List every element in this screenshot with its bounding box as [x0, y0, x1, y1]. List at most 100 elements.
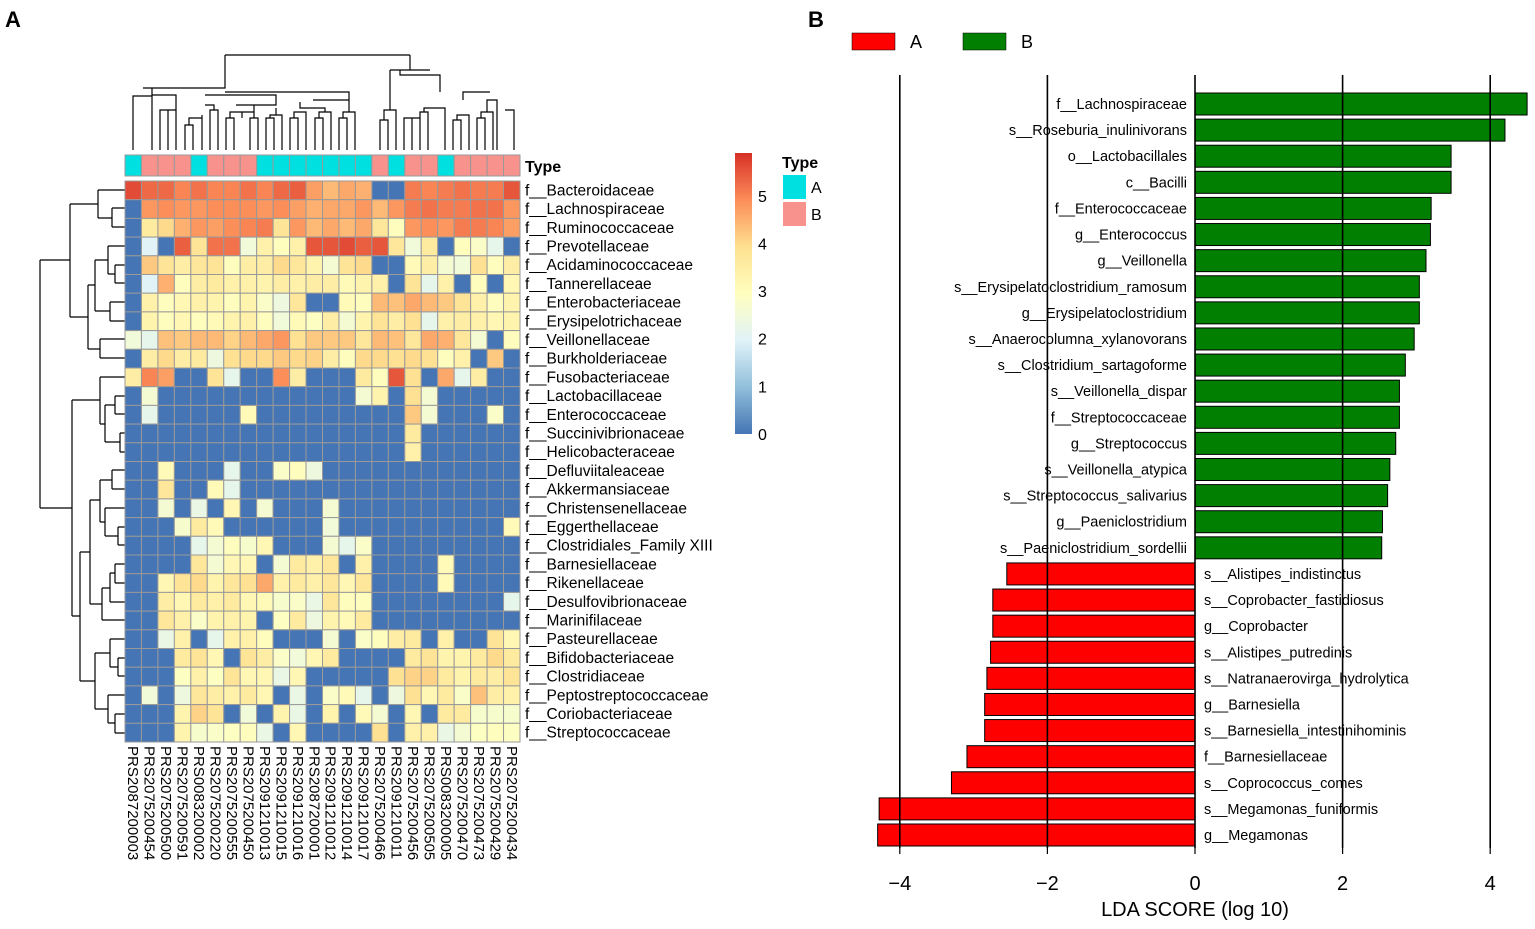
heatmap-cell	[289, 442, 307, 462]
heatmap-cell	[305, 180, 323, 201]
heatmap-cell	[437, 199, 455, 219]
heatmap-cell	[272, 199, 291, 219]
sample-label: PRS2075200429	[486, 746, 503, 860]
heatmap-cell	[338, 461, 356, 481]
heatmap-cell	[322, 255, 340, 276]
heatmap-cell	[453, 498, 472, 519]
lda-bar-label: s__Coprococcus_comes	[1204, 776, 1363, 792]
heatmap-cell	[289, 666, 307, 687]
heatmap-cell	[470, 199, 488, 219]
heatmap-cell	[453, 629, 472, 649]
heatmap-cell	[371, 573, 389, 593]
heatmap-cell	[173, 348, 192, 369]
lda-bar	[878, 797, 1196, 821]
sample-label: PRS2075200450	[239, 746, 256, 860]
heatmap-cell	[387, 629, 406, 649]
heatmap-cell	[190, 517, 208, 537]
heatmap-cell	[371, 479, 389, 500]
heatmap-cell	[437, 722, 455, 743]
colorbar-tick-label: 4	[758, 236, 767, 253]
heatmap-cell	[173, 292, 192, 313]
heatmap-cell	[486, 423, 505, 444]
heatmap-cell	[404, 554, 422, 575]
type-annotation-cell	[239, 154, 258, 177]
taxon-label: f__Eggerthellaceae	[525, 519, 659, 536]
heatmap-cell	[256, 479, 274, 500]
heatmap-cell	[206, 404, 225, 425]
heatmap-cell	[140, 498, 159, 519]
type-annotation-cell	[387, 154, 406, 177]
heatmap-cell	[486, 404, 505, 425]
heatmap-cell	[453, 573, 472, 593]
heatmap-cell	[371, 274, 389, 294]
heatmap-cell	[420, 461, 439, 481]
heatmap-cell	[322, 423, 340, 444]
heatmap-cell	[338, 217, 356, 238]
heatmap-cell	[173, 517, 192, 537]
heatmap-cell	[140, 199, 159, 219]
heatmap-cell	[437, 404, 455, 425]
heatmap-cell	[305, 498, 323, 519]
heatmap-cell	[437, 236, 455, 257]
heatmap-cell	[453, 367, 472, 388]
heatmap-cell	[354, 180, 373, 201]
heatmap-cell	[305, 199, 323, 219]
sample-label: PRS2091210012	[322, 746, 339, 860]
heatmap-cell	[190, 292, 208, 313]
heatmap-cell	[289, 199, 307, 219]
heatmap-cell	[387, 479, 406, 500]
heatmap-cell	[404, 498, 422, 519]
heatmap-cell	[453, 685, 472, 706]
heatmap-cell	[223, 517, 241, 537]
heatmap-cell	[173, 704, 192, 724]
heatmap-cell	[437, 423, 455, 444]
heatmap-cell	[338, 479, 356, 500]
heatmap-cell	[453, 535, 472, 556]
heatmap-cell	[338, 629, 356, 649]
heatmap-cell	[124, 274, 142, 294]
heatmap-cell	[371, 199, 389, 219]
heatmap-cell	[239, 423, 258, 444]
lda-bar	[992, 588, 1196, 612]
heatmap-cell	[420, 442, 439, 462]
heatmap-cell	[289, 217, 307, 238]
heatmap-cell	[256, 666, 274, 687]
heatmap-cell	[322, 386, 340, 406]
heatmap-cell	[371, 535, 389, 556]
heatmap-cell	[305, 722, 323, 743]
heatmap-cell	[173, 610, 192, 631]
heatmap-cell	[223, 274, 241, 294]
heatmap-cell	[420, 629, 439, 649]
heatmap-cell	[387, 442, 406, 462]
heatmap-cell	[272, 535, 291, 556]
heatmap-cell	[223, 648, 241, 668]
heatmap-cell	[305, 591, 323, 612]
heatmap-cell	[289, 535, 307, 556]
heatmap-cell	[256, 386, 274, 406]
heatmap-cell	[453, 311, 472, 332]
heatmap-cell	[206, 274, 225, 294]
heatmap-cell	[486, 666, 505, 687]
heatmap-cell	[190, 367, 208, 388]
heatmap-cell	[140, 591, 159, 612]
heatmap-cell	[256, 180, 274, 201]
lda-bar	[990, 640, 1196, 664]
heatmap-cell	[420, 236, 439, 257]
heatmap-cell	[387, 554, 406, 575]
heatmap-cell	[503, 367, 521, 388]
heatmap-cell	[157, 255, 175, 276]
heatmap-cell	[453, 479, 472, 500]
sample-label: PRS2091210015	[272, 746, 289, 860]
heatmap-cell	[470, 479, 488, 500]
heatmap-cell	[157, 554, 175, 575]
heatmap-cell	[272, 348, 291, 369]
heatmap-cell	[173, 591, 192, 612]
lda-bar	[1194, 431, 1397, 455]
heatmap-cell	[272, 517, 291, 537]
heatmap-cell	[239, 648, 258, 668]
taxon-label: f__Tannerellaceae	[525, 276, 652, 293]
heatmap-cell	[305, 535, 323, 556]
heatmap-cell	[503, 498, 521, 519]
heatmap-cell	[404, 292, 422, 313]
heatmap-cell	[437, 479, 455, 500]
